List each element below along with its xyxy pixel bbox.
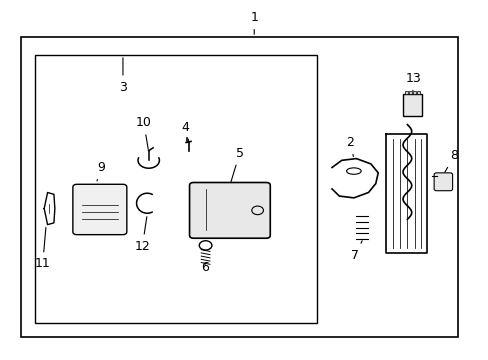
Text: 4: 4 [181, 121, 189, 141]
Text: 5: 5 [230, 147, 243, 183]
Bar [21, 37, 458, 337]
Text: 7: 7 [351, 241, 362, 261]
Bar [412, 91, 415, 94]
Text: 2: 2 [346, 136, 354, 157]
Bar [416, 91, 419, 94]
Text: 12: 12 [134, 217, 150, 253]
Text: 9: 9 [97, 161, 105, 181]
Bar [35, 55, 317, 323]
Text: 8: 8 [444, 149, 458, 172]
Text: 1: 1 [250, 11, 258, 34]
FancyBboxPatch shape [433, 173, 452, 191]
Text: 11: 11 [35, 228, 50, 270]
FancyBboxPatch shape [189, 183, 270, 238]
Bar [404, 91, 407, 94]
Text: 3: 3 [119, 58, 126, 94]
Bar [408, 91, 411, 94]
Text: 13: 13 [405, 72, 421, 91]
Text: 10: 10 [136, 116, 151, 149]
FancyBboxPatch shape [73, 184, 126, 235]
Bar [403, 94, 421, 116]
Text: 6: 6 [200, 261, 208, 274]
